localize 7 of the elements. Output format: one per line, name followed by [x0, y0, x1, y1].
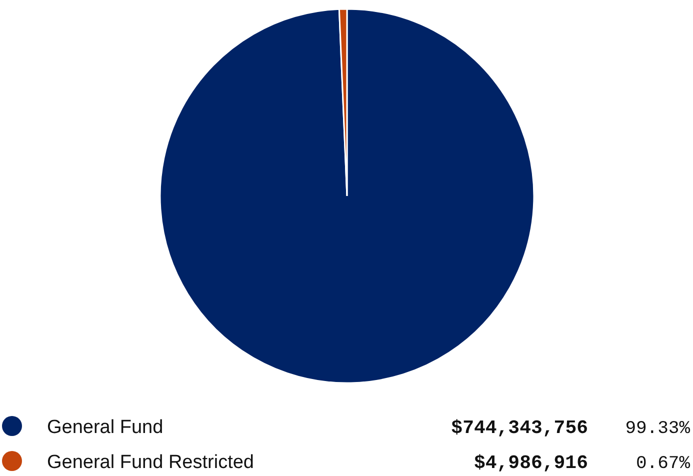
data-label: $4,986,916	[474, 452, 588, 474]
text: 0.67%	[636, 454, 690, 474]
legend-label: General Fund	[47, 417, 164, 438]
legend-label: General Fund Restricted	[47, 452, 254, 473]
pie-slice	[159, 8, 535, 384]
data-label: $744,343,756	[451, 417, 588, 439]
text: 99.33%	[625, 419, 690, 439]
